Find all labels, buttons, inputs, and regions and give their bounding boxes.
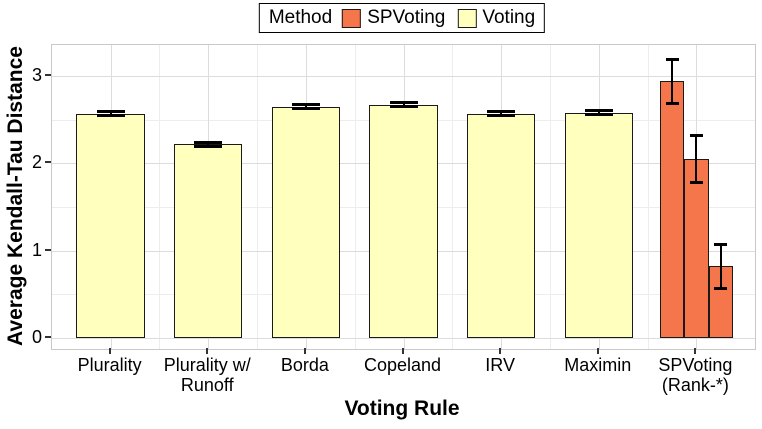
error-bar-spvoting-rank-rank-3-line [719,243,722,290]
bar-plurality [76,113,145,338]
legend: Method SPVoting Voting [258,3,546,33]
bar-borda [271,106,341,338]
x-tick-copeland [401,348,404,354]
gridline-minor-x-5 [549,45,551,349]
y-tick-3 [45,74,51,76]
x-tick-maximin [596,348,599,354]
x-tick-label-borda: Borda [280,355,329,375]
gridline-minor-x-3 [354,45,356,349]
y-tick-label-3: 3 [31,65,42,85]
x-tick-label-irv: IRV [485,355,515,375]
gridline-minor-x-6 [647,45,649,349]
y-tick-label-1: 1 [31,239,42,260]
x-tick-plurality [108,348,111,354]
error-bar-maximin-line [597,110,600,116]
error-bar-spvoting-rank-rank-3-cap-top [714,242,728,246]
error-bar-copeland-cap-bottom [389,105,418,109]
bar-maximin [564,112,633,338]
x-tick-label-copeland: Copeland [363,355,442,375]
error-bar-plurality-cap-bottom [96,114,125,118]
bar-plurality-w-runoff [174,144,243,338]
error-bar-irv-cap-bottom [487,114,516,118]
x-tick-label-plurality: Plurality [77,355,142,375]
legend-label-voting: Voting [482,7,536,28]
y-tick-label-0: 0 [31,327,42,347]
error-bar-maximin-cap-bottom [584,113,613,117]
legend-label-spvoting: SPVoting [367,7,446,28]
x-tick-label-plurality-w-runoff: Plurality w/ Runoff [163,355,251,395]
y-tick-0 [45,336,51,338]
bar-spvoting-rank-rank-1 [659,81,685,338]
y-tick-label-2: 2 [31,152,42,173]
error-bar-plurality-w-runoff-cap-bottom [194,144,223,148]
legend-swatch-voting-icon [457,8,477,28]
y-axis-title: Average Kendall-Tau Distance [4,46,27,346]
y-tick-1 [45,248,51,251]
y-tick-2 [45,161,51,164]
bar-copeland [369,104,438,338]
error-bar-spvoting-rank-rank-1-line [671,58,673,104]
x-tick-irv [499,348,502,354]
error-bar-plurality-line [109,110,112,117]
gridline-minor-x-1 [159,45,161,349]
error-bar-copeland-cap-top [389,101,418,105]
bar-irv [466,113,536,338]
error-bar-spvoting-rank-rank-2-cap-bottom [689,180,703,184]
error-bar-borda-line [304,103,307,110]
error-bar-spvoting-rank-rank-1-cap-top [665,57,679,61]
error-bar-irv-line [500,110,503,117]
gridline-minor-x-2 [257,45,259,349]
error-bar-spvoting-rank-rank-3-cap-bottom [714,287,728,291]
error-bar-irv-cap-top [487,109,516,113]
x-axis-title: Voting Rule [344,397,460,420]
error-bar-maximin-cap-top [584,109,613,113]
gridline-minor-x-4 [452,45,454,349]
error-bar-plurality-w-runoff-cap-top [194,140,223,144]
error-bar-plurality-w-runoff-line [207,141,210,147]
x-tick-label-maximin: Maximin [564,355,632,375]
error-bar-spvoting-rank-rank-2-cap-top [689,134,703,138]
x-tick-borda [303,348,306,354]
x-tick-label-spvoting-rank: SPVoting (Rank-*) [658,355,733,395]
error-bar-borda-cap-bottom [291,107,320,111]
error-bar-spvoting-rank-rank-2-line [695,135,698,183]
x-tick-plurality-w-runoff [206,348,209,354]
error-bar-borda-cap-top [291,102,320,106]
legend-swatch-spvoting-icon [342,8,362,28]
error-bar-plurality-cap-top [96,109,125,113]
legend-title: Method [268,7,333,28]
error-bar-copeland-line [402,102,405,108]
error-bar-spvoting-rank-rank-1-cap-bottom [665,101,679,105]
plot-panel [51,44,756,350]
bar-spvoting-rank-rank-2 [684,158,709,338]
x-tick-spvoting-rank [694,348,697,354]
